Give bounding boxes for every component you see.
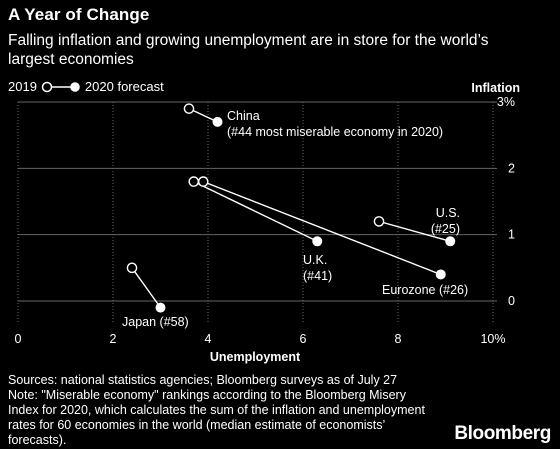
- x-tick-label: 8: [395, 332, 402, 346]
- bloomberg-logo: Bloomberg: [454, 423, 551, 444]
- legend-label-2019: 2019: [8, 79, 37, 94]
- sources-note: Sources: national statistics agencies; B…: [8, 373, 398, 387]
- chart-title: A Year of Change: [8, 5, 150, 24]
- data-label: Japan (#58): [122, 315, 189, 329]
- y-tick-label: 3%: [497, 95, 515, 109]
- legend-filled-marker: [70, 81, 80, 92]
- legend-label-2020: 2020 forecast: [84, 79, 164, 94]
- data-label: (#44 most miserable economy in 2020): [227, 125, 443, 139]
- data-label: Eurozone (#26): [382, 283, 468, 297]
- x-axis-label: Unemployment: [210, 350, 301, 364]
- chart-subtitle: Falling inflation and growing unemployme…: [8, 32, 489, 68]
- data-points: [126, 103, 456, 313]
- point-2020: [212, 116, 223, 127]
- y-tick-label: 1: [508, 228, 515, 242]
- data-labels: China (#44 most miserable economy in 2020…: [122, 109, 468, 329]
- footer-notes: Sources: national statistics agencies; B…: [8, 373, 428, 448]
- misery-index-note: Note: "Miserable economy" rankings accor…: [8, 388, 425, 447]
- legend-arrow-icon: [41, 81, 80, 92]
- y-axis-label: Inflation: [471, 81, 520, 95]
- point-2020: [445, 236, 456, 247]
- point-2020: [155, 302, 166, 313]
- point-2019: [183, 103, 195, 114]
- data-label: (#41): [303, 269, 332, 283]
- x-tick-label: 4: [205, 332, 212, 346]
- tick-labels: 0 1 2 3% 0 2 4 6 8 10%: [15, 95, 516, 346]
- data-label: U.S.: [436, 206, 460, 220]
- data-label: U.K.: [303, 253, 327, 267]
- connector-line: [193, 180, 318, 242]
- x-tick-label: 2: [110, 332, 117, 346]
- x-tick-label: 6: [300, 332, 307, 346]
- x-tick-label: 0: [15, 332, 22, 346]
- point-2019: [126, 262, 138, 274]
- point-2019: [373, 216, 385, 227]
- legend-open-marker: [41, 81, 53, 92]
- connector-line: [131, 267, 162, 309]
- point-2019: [197, 176, 209, 187]
- connector-line: [378, 220, 451, 242]
- legend: 2019 2020 forecast: [8, 79, 164, 94]
- connector-line: [202, 180, 442, 276]
- y-tick-label: 2: [508, 161, 515, 175]
- point-2019: [188, 176, 200, 187]
- point-2020: [312, 236, 323, 247]
- y-tick-label: 0: [508, 294, 515, 308]
- data-label: (#25): [431, 222, 460, 236]
- x-tick-label: 10%: [480, 332, 505, 346]
- data-label: China: [227, 109, 260, 123]
- point-2020: [435, 269, 446, 280]
- grid: [17, 101, 497, 324]
